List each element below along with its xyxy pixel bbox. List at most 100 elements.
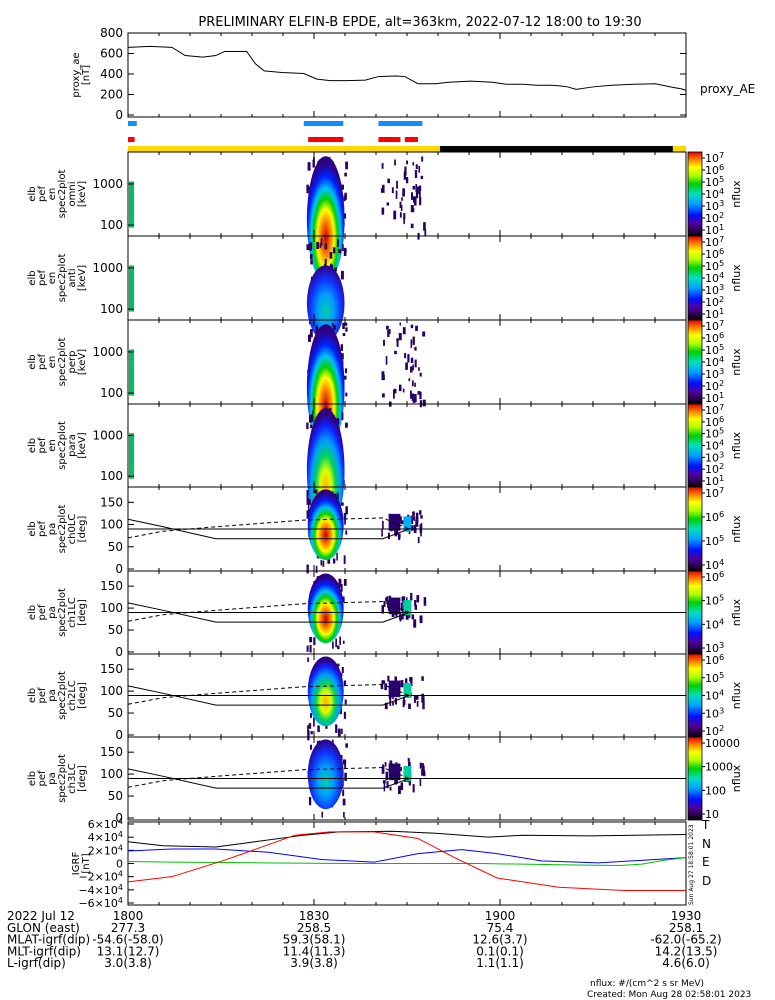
spectro-speckle xyxy=(413,527,417,534)
spectro-speckle xyxy=(341,412,344,421)
colorbar-tick-label: 107 xyxy=(705,485,724,500)
spectro-speckle xyxy=(307,504,310,513)
spectro-speckle xyxy=(309,744,313,750)
spectro-speckle xyxy=(335,638,337,648)
spectro-speckle xyxy=(306,422,309,430)
spectro-speckle xyxy=(419,391,422,400)
spectro-speckle xyxy=(387,329,390,337)
spectro-speckle xyxy=(340,353,344,360)
spectro-speckle xyxy=(306,564,309,574)
spectro-speckle xyxy=(410,357,414,364)
spectro-speckle xyxy=(415,325,418,331)
spectro-speckle xyxy=(344,699,347,705)
ytick-label: 50 xyxy=(108,540,123,554)
spectro-speckle xyxy=(398,785,401,795)
orbit-date: 2022 Jul 12 xyxy=(7,909,75,923)
ytick-label: 1000 xyxy=(92,261,123,275)
spectro-speckle xyxy=(402,699,406,705)
igrf-ylabel-line: [nT] xyxy=(81,853,92,873)
spectro-speckle xyxy=(405,362,408,370)
spectro-speckle xyxy=(315,565,318,573)
spectro-speckle xyxy=(394,533,398,537)
spectro-speckle xyxy=(309,424,313,429)
spectro-speckle xyxy=(403,213,406,220)
spectro-speckle xyxy=(393,388,397,394)
spectrogram-6-ylabel-line: ch2LC xyxy=(67,680,78,711)
igrf-label-T: T xyxy=(701,818,710,832)
spectro-speckle xyxy=(314,489,318,494)
spectrogram-3-ylabel-line: [keV] xyxy=(77,432,88,458)
colorbar xyxy=(687,570,703,655)
spectro-speckle xyxy=(403,216,405,225)
side-stamp: Sun Aug 27 18:58:01 2023 xyxy=(688,824,695,905)
spectro-speckle xyxy=(308,499,311,505)
spectro-speckle xyxy=(408,378,411,382)
spectro-speckle xyxy=(404,166,407,176)
spectrogram-2-ylabel-line: en xyxy=(47,356,58,369)
colorbar-label: nflux xyxy=(730,180,743,208)
spectro-speckle xyxy=(412,364,414,371)
spectro-speckle xyxy=(343,680,347,686)
spectro-speckle xyxy=(413,516,416,521)
spectro-speckle xyxy=(342,798,346,806)
spectrogram-3-ylabel-line: spec2plot xyxy=(57,421,68,470)
ytick-label: 600 xyxy=(100,47,123,61)
spectro-speckle xyxy=(337,645,340,650)
ytick-label: 50 xyxy=(108,789,123,803)
spectro-speckle xyxy=(412,395,416,404)
spectro-speckle xyxy=(419,615,423,624)
spectrogram-0-ylabel-line: en xyxy=(47,188,58,201)
spectrogram-2-ylabel-line: spec2plot xyxy=(57,338,68,387)
spectro-speckle xyxy=(385,771,388,781)
orbit-value: 258.5 xyxy=(297,921,331,935)
spectro-speckle xyxy=(342,322,345,329)
spectrogram-4-ylabel-line: ch0LC xyxy=(67,514,78,545)
spectro-speckle xyxy=(410,515,414,525)
spectro-speckle xyxy=(415,512,419,522)
ytick-label: 100 xyxy=(100,386,123,400)
spectro-speckle xyxy=(415,190,419,199)
spectro-speckle xyxy=(345,392,348,397)
spectrogram-3-ylabel-line: para xyxy=(67,434,78,457)
spectro-speckle xyxy=(342,789,345,797)
spectro-speckle xyxy=(345,743,348,748)
spectro-speckle xyxy=(419,510,422,515)
spectro-blob xyxy=(307,656,344,727)
spectro-speckle xyxy=(309,244,312,251)
spectro-speckle xyxy=(414,382,416,387)
spectro-speckle xyxy=(312,157,315,161)
spectro-speckle xyxy=(309,254,313,260)
spectro-speckle xyxy=(395,613,398,618)
spectrogram-5-ylabel-line: spec2plot xyxy=(57,588,68,637)
spectro-speckle xyxy=(309,415,312,423)
spectro-speckle xyxy=(307,725,309,734)
spectro-speckle xyxy=(421,763,424,768)
colorbar-tick-label: 102 xyxy=(705,723,724,738)
ytick-label: 1000 xyxy=(92,429,123,443)
colorbar-tick-label: 104 xyxy=(705,688,724,703)
igrf-line-D xyxy=(127,831,686,891)
spectro-speckle xyxy=(412,511,415,516)
spectro-speckle xyxy=(306,510,310,519)
spectro-speckle xyxy=(343,555,346,564)
igrf-ylabel-line: IGRF xyxy=(71,852,82,876)
spectrogram-5-ylabel-line: pef xyxy=(37,604,48,621)
spectrogram-1-ylabel-line: elb xyxy=(27,270,38,285)
spectro-speckle xyxy=(399,212,402,218)
spectro-speckle xyxy=(417,536,420,544)
proxy-ae-ylabel-line: proxy_ae xyxy=(71,52,82,97)
orbit-value: 0.1(0.1) xyxy=(476,944,524,958)
spectro-speckle xyxy=(400,602,403,612)
ytick-label: −4×104 xyxy=(78,883,123,897)
bar-yellow xyxy=(128,146,440,152)
spectrogram-3-ylabel-line: en xyxy=(47,439,58,452)
spectro-speckle xyxy=(389,786,392,791)
spectro-speckle xyxy=(341,666,344,673)
colorbar xyxy=(687,235,703,321)
spectrogram-4-ylabel-line: elb xyxy=(27,521,38,536)
spectro-speckle xyxy=(402,702,405,708)
spectro-speckle xyxy=(306,497,309,505)
ytick-label: 50 xyxy=(108,706,123,720)
ytick-label: 400 xyxy=(100,67,123,81)
